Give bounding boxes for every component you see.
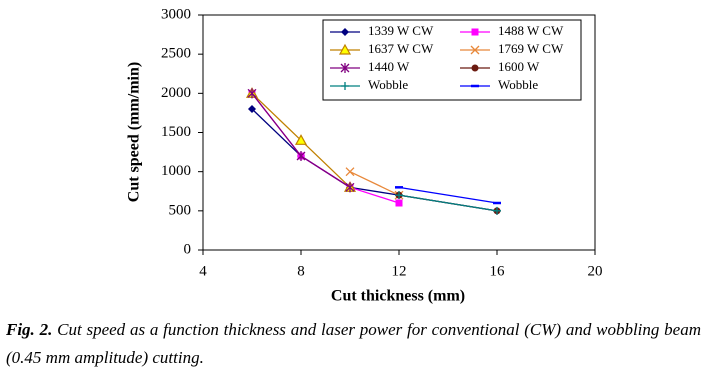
series-line [349, 171, 400, 196]
x-tick-label: 20 [588, 263, 603, 279]
legend-box [322, 19, 582, 101]
legend-label: 1769 W CW [498, 41, 564, 56]
y-tick-label: 0 [184, 241, 192, 257]
marker [395, 199, 403, 207]
y-tick-label: 1500 [161, 124, 191, 140]
legend-label: Wobble [498, 77, 538, 92]
legend-label: 1488 W CW [498, 23, 564, 38]
legend-label: 1440 W [368, 59, 410, 74]
x-tick-label: 4 [199, 263, 207, 279]
x-axis-title: Cut thickness (mm) [331, 288, 465, 305]
caption-text: Cut speed as a function thickness and la… [6, 320, 701, 367]
marker [395, 191, 403, 200]
legend-label: 1600 W [498, 59, 540, 74]
marker [294, 134, 308, 145]
x-tick-label: 8 [297, 263, 305, 279]
x-tick-label: 12 [392, 263, 407, 279]
legend-marker [341, 82, 349, 90]
legend-marker [470, 45, 480, 55]
legend-marker [341, 28, 349, 36]
y-tick-label: 2000 [161, 85, 191, 101]
marker [247, 88, 257, 99]
marker [248, 105, 256, 113]
series-line [251, 92, 400, 204]
legend-label: 1339 W CW [368, 23, 434, 38]
legend-marker [471, 64, 479, 72]
x-tick-label: 16 [490, 263, 506, 279]
chart: Cut thickness (mm) Cut speed (mm/min) 0 5… [126, 6, 603, 305]
legend-marker [340, 63, 350, 73]
y-axis-title: Cut speed (mm/min) [126, 62, 143, 202]
series-line [398, 186, 498, 204]
caption: Fig. 2. Cut speed as a function thicknes… [6, 316, 701, 372]
legend-marker [471, 28, 479, 36]
caption-label: Fig. 2. [6, 320, 53, 339]
marker [345, 182, 355, 193]
marker [345, 167, 355, 177]
y-tick-label: 500 [169, 202, 192, 218]
y-tick-label: 1000 [161, 163, 191, 179]
legend-label: Wobble [368, 77, 408, 92]
legend-label: 1637 W CW [368, 41, 434, 56]
marker [493, 206, 501, 215]
marker [296, 151, 306, 161]
legend: 1339 W CW 1488 W CW 1637 W CW 1769 W CW 1440… [322, 19, 582, 101]
legend-marker [338, 43, 352, 55]
series-line [398, 194, 498, 212]
y-tick-label: 2500 [161, 46, 191, 62]
y-tick-label: 3000 [161, 6, 191, 22]
